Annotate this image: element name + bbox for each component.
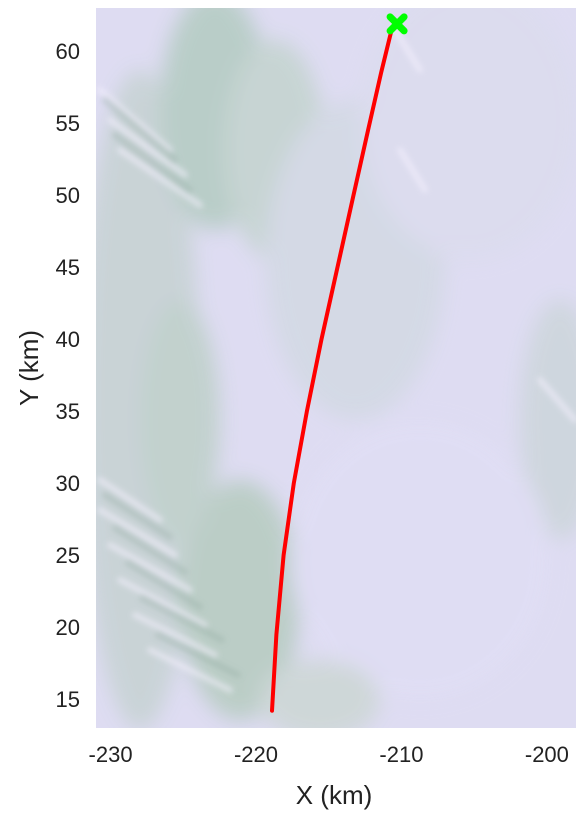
y-tick-label: 35 (56, 399, 80, 424)
y-tick-label: 15 (56, 687, 80, 712)
y-tick-label: 40 (56, 327, 80, 352)
x-tick-label: -230 (89, 742, 133, 767)
y-axis-label: Y (km) (14, 330, 44, 406)
x-tick-label: -220 (234, 742, 278, 767)
series-line-0 (270, 29, 394, 713)
x-axis-label: X (km) (296, 780, 373, 810)
terrain-background (96, 8, 576, 728)
y-tick-label: 55 (56, 111, 80, 136)
y-tick-label: 60 (56, 39, 80, 64)
x-tick-label: -210 (379, 742, 423, 767)
y-tick-label: 50 (56, 183, 80, 208)
y-tick-label: 30 (56, 471, 80, 496)
y-tick-label: 45 (56, 255, 80, 280)
y-tick-label: 25 (56, 543, 80, 568)
end-marker-0 (386, 13, 408, 35)
y-tick-label: 20 (56, 615, 80, 640)
x-tick-label: -200 (525, 742, 569, 767)
